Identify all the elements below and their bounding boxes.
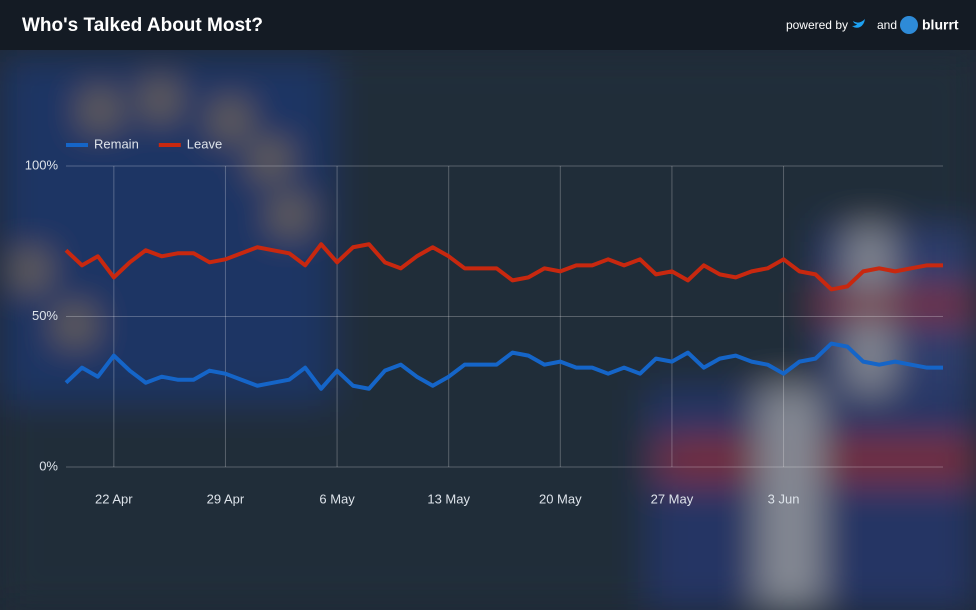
line-series [64,341,943,391]
x-tick-label: 20 May [539,491,582,506]
header-bar [0,0,976,50]
chart-title: Who's Talked About Most? [22,15,263,36]
legend-label: Remain [94,136,139,151]
x-tick-label: 22 Apr [95,491,133,506]
y-tick-label: 50% [32,308,58,323]
legend-label: Leave [187,136,222,151]
twitter-icon [852,19,865,28]
powered-by: powered by [786,18,848,32]
y-tick-label: 0% [39,458,58,473]
y-tick-label: 100% [25,157,59,172]
x-tick-label: 29 Apr [207,491,245,506]
x-tick-label: 3 Jun [768,491,800,506]
blurrt-icon [900,16,918,34]
x-tick-label: 27 May [651,491,694,506]
x-tick-label: 6 May [319,491,355,506]
brand: blurrt [922,17,959,33]
line-series [64,242,943,292]
x-tick-label: 13 May [427,491,470,506]
and-text: and [877,18,897,32]
background [0,50,976,610]
